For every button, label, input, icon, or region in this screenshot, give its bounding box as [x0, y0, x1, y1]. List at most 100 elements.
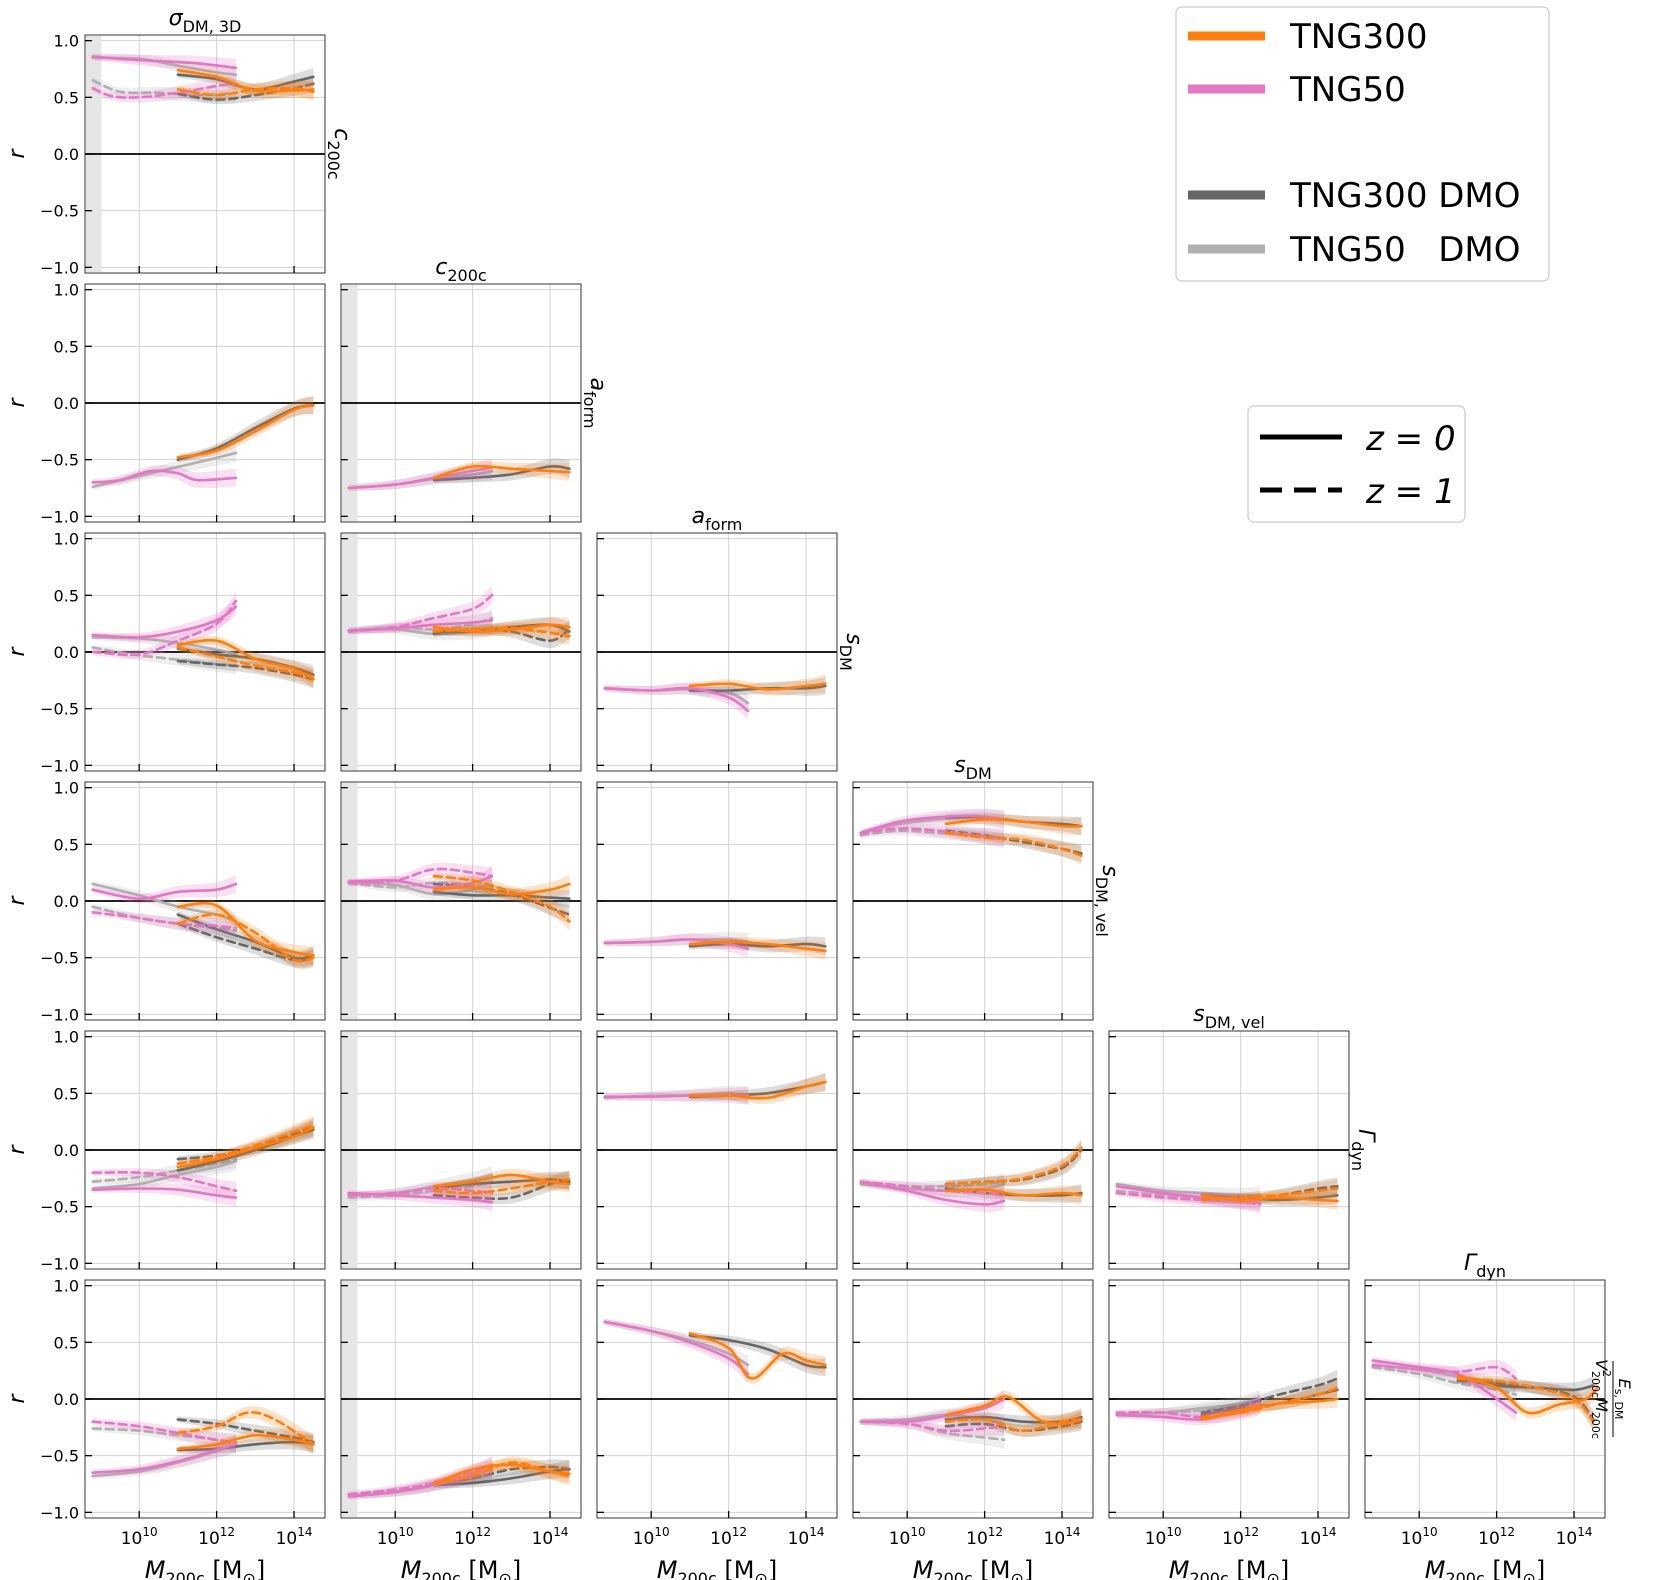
- line-tng300-z0: [1456, 1375, 1599, 1415]
- panel-r5-c5: 1010 1012 1014 M200c [M⊙] Γdyn Es, DMV2200cM2…: [1364, 1251, 1634, 1580]
- y-tick-label: 1.0: [54, 779, 79, 798]
- band-tng50-z1: [860, 1178, 1004, 1205]
- y-axis-label: r: [5, 646, 30, 657]
- line-tng300-z0: [432, 882, 571, 896]
- column-title: Γdyn: [1464, 1251, 1506, 1281]
- line-tng50-z1: [91, 599, 238, 657]
- line-tng50-z0: [347, 874, 494, 889]
- panel-r5-c1: 1010 1012 1014 M200c [M⊙]: [340, 1279, 582, 1580]
- y-tick-label: 1.0: [54, 281, 79, 300]
- y-tick-label: 0.0: [54, 1141, 79, 1160]
- line-tng50-dmo-z1: [91, 646, 238, 667]
- y-axis-label: r: [5, 148, 30, 159]
- line-tng300-z0: [688, 682, 827, 691]
- row-label: sDM, vel: [1092, 865, 1122, 937]
- legend-label-tng300: TNG300: [1289, 17, 1427, 57]
- line-tng50-z0: [1115, 1185, 1262, 1204]
- line-tng50-z1: [347, 867, 494, 885]
- panel-r2-c0: 1.0 0.5 0.0 −0.5 −1.0 r: [5, 530, 326, 775]
- line-tng300-dmo-z0: [688, 1334, 827, 1369]
- line-tng50-z1: [859, 827, 1006, 839]
- x-tick-label: 1012: [710, 1525, 747, 1549]
- panel-r5-c0: 1.0 0.5 0.0 −0.5 −1.0 r 1010 1012 1014 M200c [M⊙]: [5, 1277, 326, 1580]
- band-tng50-dmo-z1: [348, 1462, 492, 1499]
- x-tick-label: 1012: [454, 1525, 491, 1549]
- column-title: sDM, vel: [1193, 1002, 1265, 1032]
- line-tng300-z0: [688, 1080, 827, 1100]
- row-label: c200c: [324, 128, 354, 179]
- legend-redshift: z = 0 z = 1: [1247, 405, 1466, 523]
- line-tng300-z1: [176, 913, 315, 963]
- y-tick-label: −0.5: [40, 202, 79, 221]
- y-tick-label: 1.0: [54, 32, 79, 51]
- column-title: c200c: [435, 255, 486, 285]
- band-tng300-dmo-z1: [433, 620, 570, 649]
- legend-label-tng300-dmo: TNG300 DMO: [1289, 176, 1521, 216]
- panel-r3-c2: [596, 781, 838, 1021]
- column-title: aform: [692, 504, 743, 534]
- line-tng300-z0: [432, 1463, 571, 1486]
- line-tng300-dmo-z1: [176, 1418, 315, 1444]
- y-tick-label: 0.0: [54, 394, 79, 413]
- y-axis-label: r: [5, 1393, 30, 1404]
- band-tng300-z1: [945, 830, 1082, 865]
- y-tick-label: 0.5: [54, 88, 79, 107]
- x-axis-label: M200c [M⊙]: [145, 1556, 266, 1580]
- line-tng50-z0: [859, 1180, 1006, 1206]
- line-tng300-z1: [944, 831, 1083, 857]
- band-tng50-z1: [348, 1458, 492, 1498]
- panel-r4-c2: [596, 1030, 838, 1270]
- band-tng300-z1: [433, 1170, 570, 1198]
- band-tng50-z1: [92, 1418, 236, 1452]
- band-tng50-dmo-z0: [348, 1464, 492, 1500]
- band-tng300-dmo-z0: [689, 1332, 826, 1377]
- x-axis-label: M200c [M⊙]: [1169, 1556, 1290, 1580]
- row-label: aform: [580, 378, 610, 429]
- band-tng300-dmo-z1: [945, 1141, 1082, 1187]
- line-tng300-z0: [176, 901, 315, 957]
- panel-r1-c0: 1.0 0.5 0.0 −0.5 −1.0 r: [5, 281, 326, 526]
- band-tng50-dmo-z0: [604, 1318, 748, 1374]
- panel-r4-c4: sDM, vel Γdyn: [1108, 1002, 1378, 1270]
- line-tng300-dmo-z0: [1200, 1194, 1339, 1202]
- line-tng50-z0: [91, 469, 238, 484]
- line-tng50-z0: [1371, 1359, 1518, 1414]
- line-tng300-dmo-z0: [688, 942, 827, 948]
- band-tng300-dmo-z1: [433, 1170, 570, 1205]
- band-tng50-dmo-z1: [860, 825, 1004, 849]
- line-tng300-z1: [432, 1461, 571, 1485]
- band-tng50-z1: [92, 909, 236, 938]
- band-tng300-z1: [177, 910, 314, 970]
- band-tng300-z1: [945, 1138, 1082, 1187]
- line-tng300-z1: [944, 1146, 1083, 1186]
- band-tng50-dmo-z0: [1372, 1362, 1516, 1397]
- line-tng300-z0: [944, 1188, 1083, 1197]
- line-tng300-z0: [176, 638, 315, 681]
- band-tng50-z1: [92, 1168, 236, 1200]
- column-title: sDM: [954, 753, 992, 783]
- y-tick-label: 0.5: [54, 835, 79, 854]
- band-tng50-dmo-z0: [860, 1408, 1004, 1433]
- x-tick-label: 1014: [1556, 1525, 1593, 1549]
- line-tng300-z1: [1200, 1386, 1339, 1419]
- y-tick-label: 0.0: [54, 892, 79, 911]
- y-tick-label: −1.0: [40, 258, 79, 277]
- x-tick-label: 1014: [788, 1525, 825, 1549]
- band-tng50-z1: [860, 1417, 1004, 1438]
- band-tng300-z0: [1201, 1191, 1338, 1210]
- line-tng300-dmo-z1: [1200, 1377, 1339, 1414]
- line-tng50-dmo-z0: [1115, 1182, 1262, 1197]
- y-tick-label: 0.0: [54, 1390, 79, 1409]
- panel-r0-c0: 1.0 0.5 0.0 −0.5 −1.0 r σDM, 3D c200c: [5, 6, 354, 277]
- band-tng50-z0: [348, 458, 492, 491]
- x-tick-label: 1010: [377, 1525, 414, 1549]
- panel-r3-c3: sDM sDM, vel: [852, 753, 1122, 1021]
- line-tng300-dmo-z0: [432, 464, 571, 482]
- legend-label-tng50-dmo: TNG50 DMO: [1289, 230, 1521, 270]
- panel-r5-c3: 1010 1012 1014 M200c [M⊙]: [852, 1279, 1094, 1580]
- band-tng300-dmo-z1: [945, 1412, 1082, 1437]
- band-tng300-z0: [177, 396, 314, 461]
- panel-r2-c2: aform sDM: [596, 504, 866, 772]
- panel-r4-c3: [852, 1030, 1094, 1270]
